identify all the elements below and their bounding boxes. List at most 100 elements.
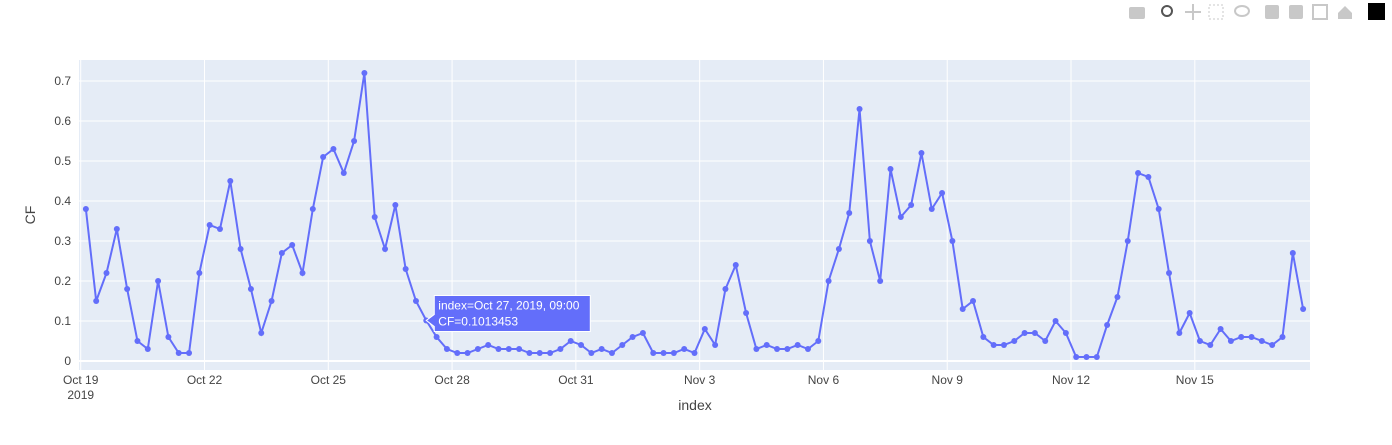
tooltip-box <box>425 294 591 332</box>
point-marker <box>681 346 688 352</box>
point-marker <box>660 350 667 356</box>
point-marker <box>196 270 203 276</box>
point-marker <box>134 338 141 344</box>
point-marker <box>516 346 523 352</box>
point-marker <box>124 286 131 292</box>
point-marker <box>774 346 781 352</box>
point-marker <box>970 298 977 304</box>
point-marker <box>598 346 605 352</box>
point-marker <box>918 150 925 156</box>
box-select-button[interactable] <box>1208 4 1224 20</box>
point-marker <box>743 310 750 316</box>
y-tick-label: 0.5 <box>54 154 71 168</box>
point-marker <box>371 214 378 220</box>
point-marker <box>474 346 481 352</box>
point-marker <box>268 298 275 304</box>
point-marker <box>650 350 657 356</box>
y-tick-label: 0.6 <box>54 114 71 128</box>
x-tick-label: Oct 22 <box>187 373 223 387</box>
point-marker <box>619 342 626 348</box>
point-marker <box>1021 330 1028 336</box>
point-marker <box>1062 330 1069 336</box>
camera-button[interactable] <box>1129 7 1145 19</box>
point-marker <box>330 146 337 152</box>
point-marker <box>382 246 389 252</box>
y-tick-label: 0.7 <box>54 74 71 88</box>
point-marker <box>846 210 853 216</box>
point-marker <box>351 138 358 144</box>
y-tick-label: 0 <box>64 354 71 368</box>
y-tick-label: 0.4 <box>54 194 71 208</box>
x-tick-sublabel: 2019 <box>67 388 94 402</box>
x-tick-label: Nov 9 <box>932 373 964 387</box>
point-marker <box>608 350 615 356</box>
point-marker <box>186 350 193 356</box>
point-marker <box>639 330 646 336</box>
point-marker <box>299 270 306 276</box>
tooltip: index=Oct 27, 2019, 09:00 CF=0.1013453 <box>425 294 591 332</box>
point-marker <box>990 342 997 348</box>
point-marker <box>1186 310 1193 316</box>
point-marker <box>1289 250 1296 256</box>
point-marker <box>1124 238 1131 244</box>
point-marker <box>1031 330 1038 336</box>
point-marker <box>113 226 120 232</box>
point-marker <box>278 250 285 256</box>
zoom-in-button[interactable] <box>1265 5 1279 19</box>
point-marker <box>402 266 409 272</box>
point-marker <box>1300 306 1307 312</box>
point-marker <box>464 350 471 356</box>
point-marker <box>784 346 791 352</box>
point-marker <box>794 342 801 348</box>
x-tick-label: Nov 3 <box>684 373 716 387</box>
zoom-button[interactable] <box>1161 5 1173 17</box>
point-marker <box>908 202 915 208</box>
point-marker <box>567 338 574 344</box>
point-marker <box>1011 338 1018 344</box>
point-marker <box>557 346 564 352</box>
point-marker <box>495 346 502 352</box>
point-marker <box>1238 334 1245 340</box>
point-marker <box>309 206 316 212</box>
point-marker <box>959 306 966 312</box>
point-marker <box>320 154 327 160</box>
autoscale-button[interactable] <box>1312 4 1328 20</box>
point-marker <box>227 178 234 184</box>
lasso-button[interactable] <box>1234 5 1250 17</box>
point-marker <box>1052 318 1059 324</box>
pan-button[interactable] <box>1185 4 1201 20</box>
grid <box>79 60 1310 370</box>
point-marker <box>1145 174 1152 180</box>
point-marker <box>361 70 368 76</box>
point-marker <box>712 342 719 348</box>
point-marker <box>1269 342 1276 348</box>
point-marker <box>216 226 223 232</box>
point-marker <box>897 214 904 220</box>
point-marker <box>1114 294 1121 300</box>
point-marker <box>1217 326 1224 332</box>
plot-area <box>79 60 1310 370</box>
point-marker <box>804 346 811 352</box>
tooltip-text: index=Oct 27, 2019, 09:00 <box>438 298 579 312</box>
point-marker <box>722 286 729 292</box>
reset-button[interactable] <box>1338 6 1352 19</box>
point-marker <box>670 350 677 356</box>
point-marker <box>1196 338 1203 344</box>
point-marker <box>588 350 595 356</box>
point-marker <box>165 334 172 340</box>
plotly-logo[interactable] <box>1368 3 1385 20</box>
point-marker <box>732 262 739 268</box>
point-marker <box>392 202 399 208</box>
point-marker <box>877 278 884 284</box>
point-marker <box>547 350 554 356</box>
point-marker <box>505 346 512 352</box>
y-tick-label: 0.1 <box>54 314 71 328</box>
point-marker <box>443 346 450 352</box>
point-marker <box>1083 354 1090 360</box>
point-marker <box>835 246 842 252</box>
point-marker <box>247 286 254 292</box>
zoom-out-button[interactable] <box>1289 5 1303 19</box>
x-tick-label: Nov 6 <box>808 373 840 387</box>
point-marker <box>412 298 419 304</box>
